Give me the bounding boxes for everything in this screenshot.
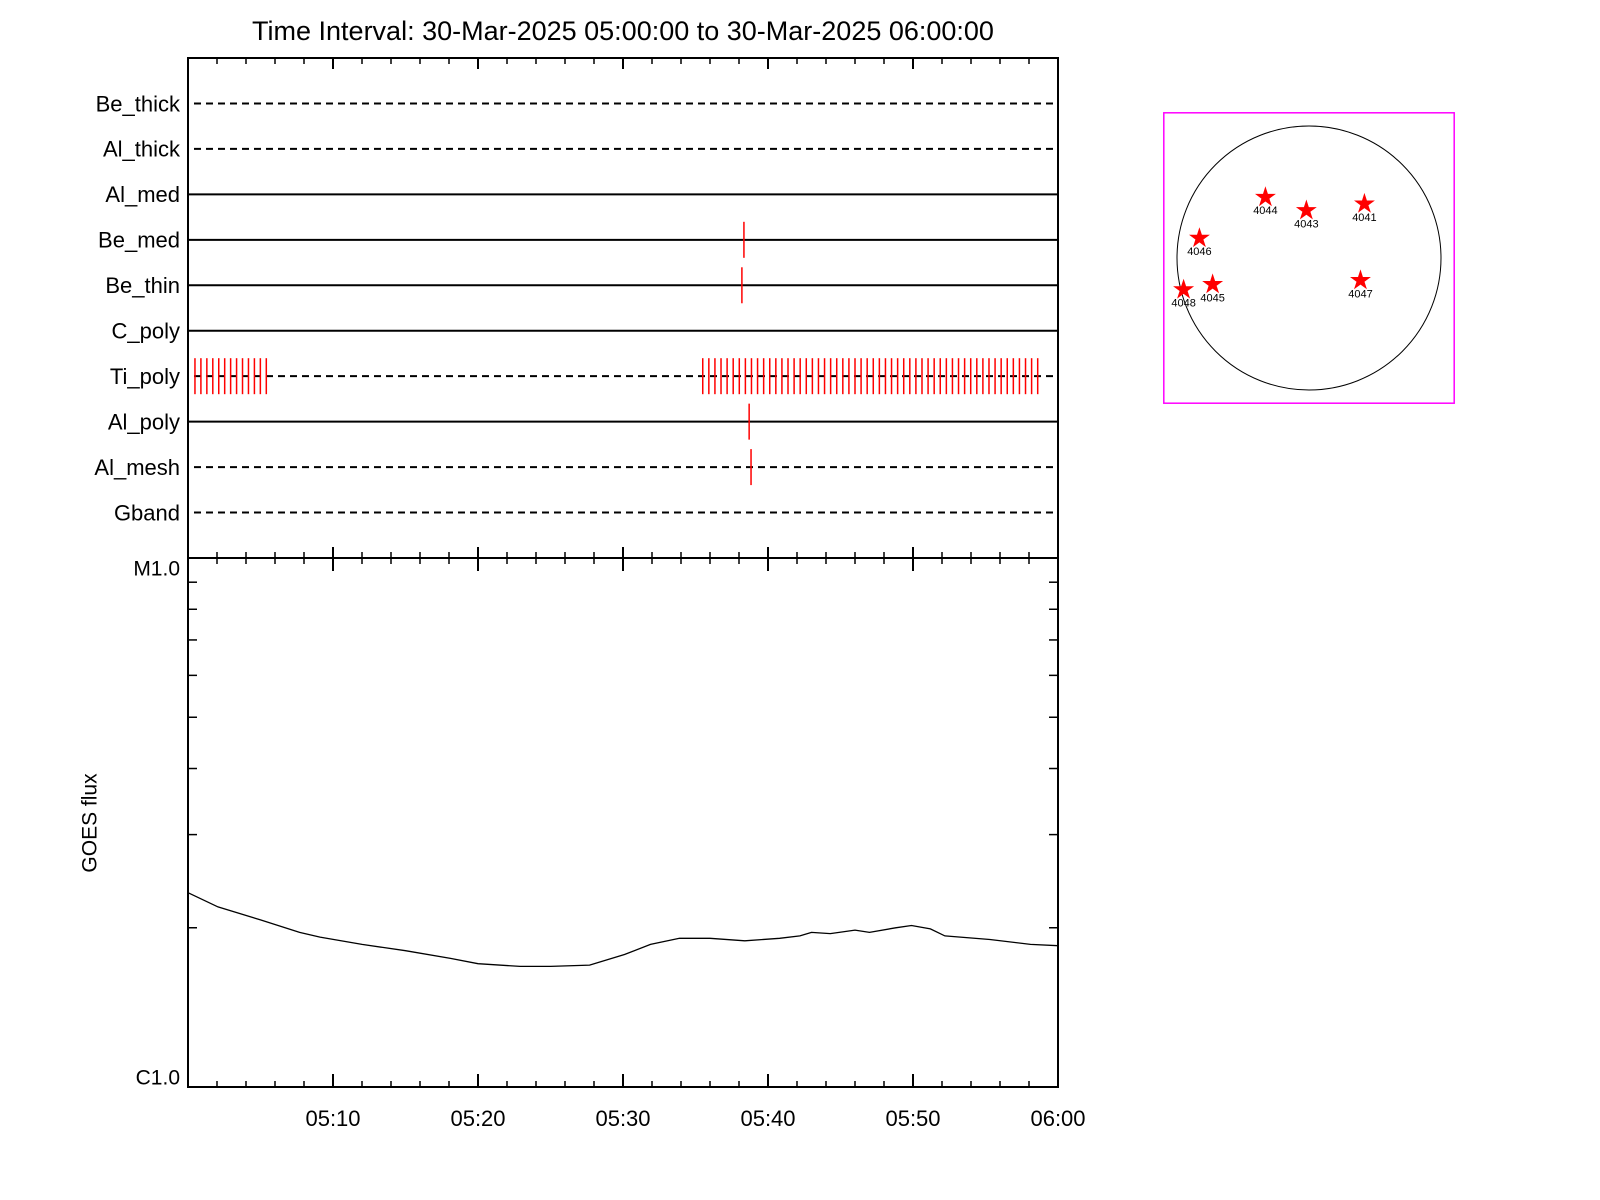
flux-line bbox=[187, 892, 1059, 968]
row-label: Al_med bbox=[105, 182, 180, 207]
region-label: 4048 bbox=[1171, 298, 1195, 310]
x-tick-label: 05:30 bbox=[595, 1106, 650, 1131]
region-star bbox=[1173, 278, 1195, 299]
region-star bbox=[1350, 269, 1371, 290]
region-label: 4044 bbox=[1253, 205, 1277, 217]
region-label: 4041 bbox=[1352, 212, 1376, 224]
region-label: 4043 bbox=[1294, 218, 1318, 230]
region-label: 4045 bbox=[1200, 292, 1224, 304]
y-axis-label: GOES flux bbox=[79, 773, 102, 873]
row-label: Gband bbox=[114, 500, 180, 525]
region-label: 4046 bbox=[1187, 246, 1211, 258]
row-label: Al_poly bbox=[108, 409, 180, 434]
y-tick-label: M1.0 bbox=[133, 558, 180, 581]
x-tick-label: 05:40 bbox=[740, 1106, 795, 1131]
row-label: Be_med bbox=[98, 228, 180, 253]
y-tick-label: C1.0 bbox=[136, 1067, 180, 1090]
chart-title: Time Interval: 30-Mar-2025 05:00:00 to 3… bbox=[252, 16, 994, 46]
x-tick-label: 05:10 bbox=[305, 1106, 360, 1131]
map-frame bbox=[1163, 112, 1455, 404]
row-label: Al_mesh bbox=[94, 455, 180, 480]
row-label: Ti_poly bbox=[110, 364, 180, 389]
panel-frame bbox=[187, 557, 1059, 1088]
row-label: Be_thick bbox=[96, 91, 181, 116]
row-label: C_poly bbox=[112, 319, 180, 344]
row-label: Be_thin bbox=[105, 273, 180, 298]
region-star bbox=[1255, 186, 1276, 207]
region-label: 4047 bbox=[1348, 288, 1372, 300]
region-star bbox=[1295, 199, 1317, 220]
x-tick-label: 05:20 bbox=[450, 1106, 505, 1131]
region-star bbox=[1202, 273, 1224, 294]
x-tick-label: 06:00 bbox=[1030, 1106, 1085, 1131]
region-star bbox=[1189, 227, 1210, 248]
panel-frame bbox=[187, 57, 1059, 559]
x-tick-label: 05:50 bbox=[885, 1106, 940, 1131]
region-star bbox=[1354, 192, 1375, 213]
solar-disk bbox=[1176, 125, 1442, 391]
row-label: Al_thick bbox=[103, 137, 181, 162]
